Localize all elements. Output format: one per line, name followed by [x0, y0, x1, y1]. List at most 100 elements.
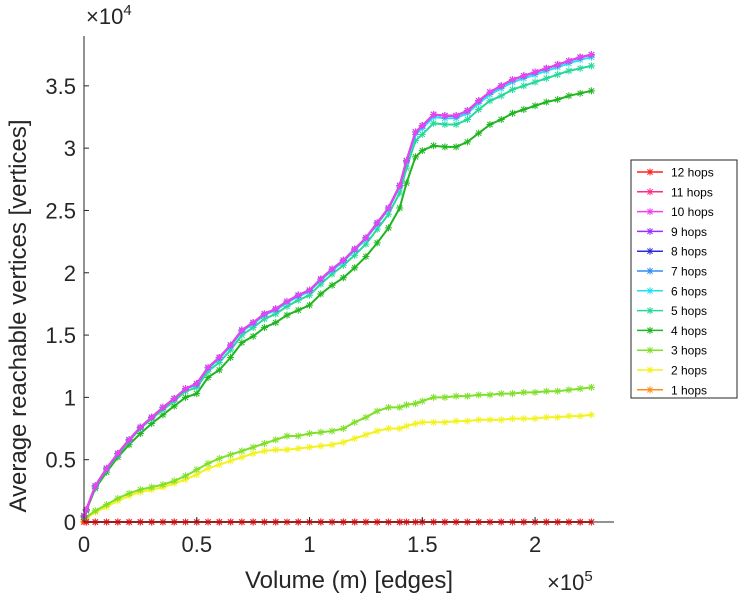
legend-swatch-marker — [646, 227, 654, 235]
series-point-10-hops — [565, 57, 573, 65]
series-point-4-hops — [587, 87, 595, 95]
legend-item: 12 hops — [637, 166, 714, 180]
legend-swatch-marker — [646, 208, 654, 216]
series-point-10-hops — [306, 286, 314, 294]
series-point-10-hops — [475, 97, 483, 105]
plot-background — [84, 36, 614, 522]
series-4-hops — [80, 87, 595, 521]
series-point-3-hops — [238, 447, 246, 455]
series-point-3-hops — [430, 393, 438, 401]
series-point-4-hops — [509, 109, 517, 117]
series-point-10-hops — [339, 256, 347, 264]
series-point-5-hops — [441, 120, 449, 128]
series-point-10-hops — [351, 245, 359, 253]
series-point-3-hops — [170, 477, 178, 485]
x-tick-label: 1.5 — [407, 532, 438, 557]
series-point-3-hops — [384, 403, 392, 411]
series-point-2-hops — [418, 418, 426, 426]
series-point-2-hops — [403, 422, 411, 430]
series-point-3-hops — [452, 392, 460, 400]
legend-label: 7 hops — [671, 265, 707, 279]
series-point-4-hops — [249, 332, 257, 340]
series-point-3-hops — [114, 494, 122, 502]
series-point-3-hops — [339, 425, 347, 433]
series-point-4-hops — [531, 102, 539, 110]
series-point-4-hops — [565, 92, 573, 100]
series-point-3-hops — [193, 466, 201, 474]
legend: 12 hops 11 hops 10 hops 9 hops 8 hops 7 hops 6… — [630, 159, 738, 399]
y-tick-label: 1 — [64, 385, 76, 410]
series-point-2-hops — [520, 415, 528, 423]
series-point-2-hops — [317, 442, 325, 450]
series-point-3-hops — [587, 383, 595, 391]
series-point-10-hops — [159, 403, 167, 411]
series-point-3-hops — [554, 387, 562, 395]
series-point-2-hops — [384, 425, 392, 433]
series-point-10-hops — [238, 326, 246, 334]
series-point-4-hops — [520, 106, 528, 114]
series-point-2-hops — [509, 415, 517, 423]
series-point-3-hops — [463, 392, 471, 400]
series-point-3-hops — [565, 386, 573, 394]
series-point-3-hops — [396, 403, 404, 411]
series-point-10-hops — [204, 363, 212, 371]
series-point-10-hops — [148, 413, 156, 421]
series-point-3-hops — [509, 390, 517, 398]
series-point-10-hops — [125, 436, 133, 444]
series-point-3-hops — [91, 507, 99, 515]
series-point-4-hops — [148, 420, 156, 428]
series-point-2-hops — [441, 418, 449, 426]
series-point-2-hops — [215, 461, 223, 469]
legend-item: 1 hops — [637, 383, 707, 397]
series-point-3-hops — [306, 430, 314, 438]
series-point-10-hops — [373, 219, 381, 227]
series-point-5-hops — [587, 62, 595, 70]
legend-label: 12 hops — [671, 166, 714, 180]
series-point-2-hops — [565, 412, 573, 420]
series-point-10-hops — [136, 423, 144, 431]
series-point-10-hops — [384, 204, 392, 212]
series-point-10-hops — [412, 128, 420, 136]
series-point-10-hops — [193, 380, 201, 388]
series-point-2-hops — [396, 425, 404, 433]
series-point-3-hops — [148, 483, 156, 491]
series-point-4-hops — [396, 204, 404, 212]
series-point-2-hops — [283, 446, 291, 454]
series-point-10-hops — [103, 464, 111, 472]
series-point-4-hops — [283, 311, 291, 319]
series-point-10-hops — [531, 68, 539, 76]
series-point-4-hops — [351, 264, 359, 272]
series-point-3-hops — [373, 407, 381, 415]
legend-label: 6 hops — [671, 284, 707, 298]
legend-swatch-marker — [646, 287, 654, 295]
series-point-3-hops — [542, 387, 550, 395]
x-tick-label: 0.5 — [181, 532, 212, 557]
series-point-4-hops — [238, 339, 246, 347]
legend-swatch-marker — [646, 267, 654, 275]
series-point-3-hops — [441, 393, 449, 401]
series-point-10-hops — [181, 385, 189, 393]
series-point-5-hops — [486, 97, 494, 105]
series-point-5-hops — [531, 78, 539, 86]
series-point-10-hops — [114, 449, 122, 457]
legend-swatch-marker — [646, 366, 654, 374]
series-point-3-hops — [531, 388, 539, 396]
legend-label: 11 hops — [671, 185, 713, 199]
series-point-10-hops — [403, 157, 411, 165]
series-point-5-hops — [452, 120, 460, 128]
series-point-10-hops — [452, 112, 460, 120]
legend-label: 5 hops — [671, 304, 707, 318]
series-point-4-hops — [339, 274, 347, 282]
legend-label: 10 hops — [671, 205, 714, 219]
legend-label: 3 hops — [671, 344, 707, 358]
series-point-4-hops — [227, 354, 235, 362]
series-point-2-hops — [497, 416, 505, 424]
series-point-4-hops — [384, 224, 392, 232]
series-point-5-hops — [576, 64, 584, 72]
series-point-10-hops — [170, 395, 178, 403]
series-point-5-hops — [520, 82, 528, 90]
series-point-10-hops — [418, 122, 426, 130]
series-point-4-hops — [328, 281, 336, 289]
series-point-4-hops — [306, 301, 314, 309]
